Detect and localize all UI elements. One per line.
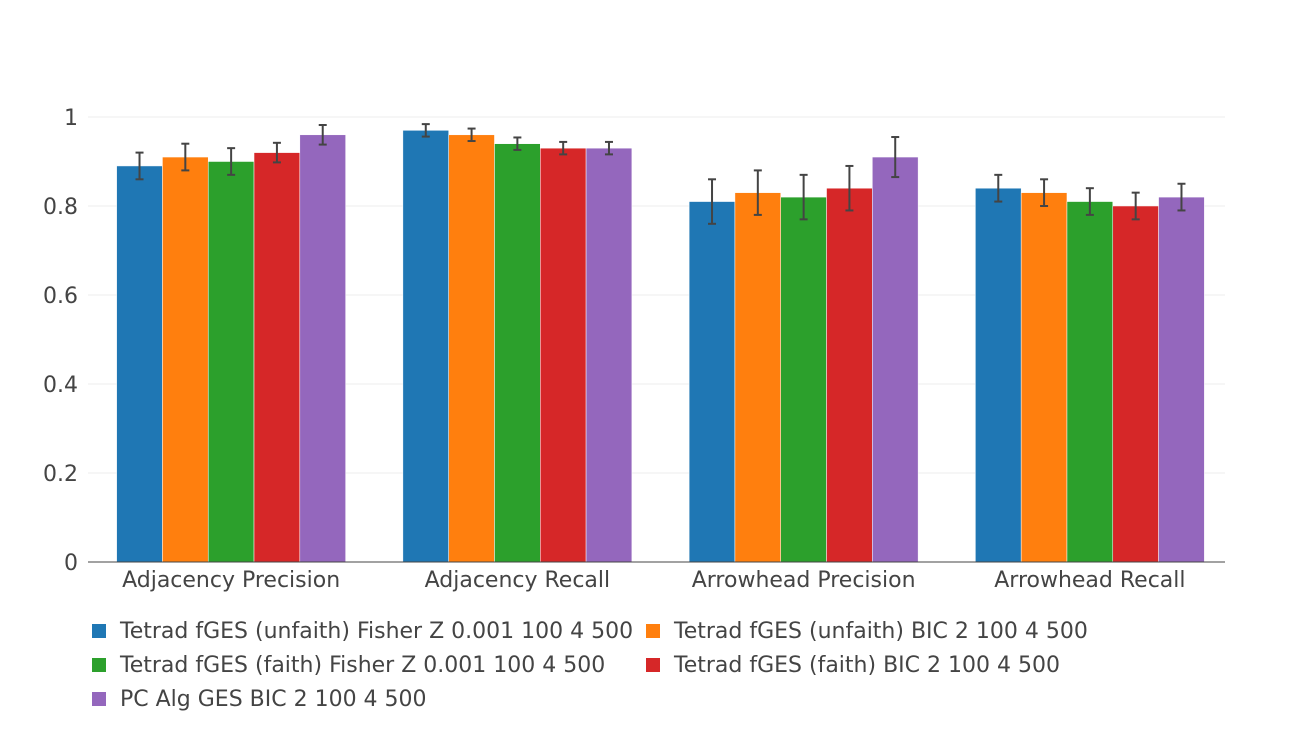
bar <box>253 152 301 563</box>
x-tick-label: Arrowhead Precision <box>692 568 916 593</box>
axes: 0 0.2 0.4 0.6 0.8 1 Adjacency Precision Adjacen… <box>43 106 1225 593</box>
bar <box>975 187 1022 563</box>
legend-swatch <box>646 658 660 672</box>
legend-swatch <box>92 658 106 672</box>
bar <box>448 134 495 563</box>
legend-label: Tetrad fGES (unfaith) BIC 2 100 4 500 <box>674 618 1088 644</box>
x-tick-label: Arrowhead Recall <box>994 568 1185 593</box>
bar <box>540 147 587 563</box>
legend-swatch <box>646 624 660 638</box>
y-tick-label: 1 <box>64 106 78 131</box>
error-bars <box>135 123 1186 225</box>
legend-item[interactable]: Tetrad fGES (faith) Fisher Z 0.001 100 4… <box>92 650 646 680</box>
bar <box>1066 201 1114 563</box>
y-tick-label: 0.8 <box>43 195 78 220</box>
legend-label: Tetrad fGES (faith) Fisher Z 0.001 100 4… <box>120 652 606 678</box>
x-tick-label: Adjacency Precision <box>122 568 340 593</box>
legend-item[interactable]: PC Alg GES BIC 2 100 4 500 <box>92 684 646 714</box>
bar <box>1020 192 1068 563</box>
bar <box>207 161 255 563</box>
legend-item[interactable]: Tetrad fGES (faith) BIC 2 100 4 500 <box>646 650 1166 680</box>
legend-item[interactable]: Tetrad fGES (unfaith) Fisher Z 0.001 100… <box>92 616 646 646</box>
bar <box>116 165 163 563</box>
bars <box>116 130 1205 563</box>
legend-label: Tetrad fGES (unfaith) Fisher Z 0.001 100… <box>120 618 634 644</box>
bar <box>402 130 449 563</box>
bar <box>826 187 873 563</box>
bar <box>494 143 541 563</box>
bar <box>1112 205 1159 563</box>
legend-item[interactable]: Tetrad fGES (unfaith) BIC 2 100 4 500 <box>646 616 1166 646</box>
x-tick-label: Adjacency Recall <box>425 568 611 593</box>
y-tick-label: 0.6 <box>43 284 78 309</box>
bar <box>780 196 827 563</box>
legend-swatch <box>92 624 106 638</box>
legend: Tetrad fGES (unfaith) Fisher Z 0.001 100… <box>92 616 1192 714</box>
y-tick-label: 0.4 <box>43 373 78 398</box>
legend-label: PC Alg GES BIC 2 100 4 500 <box>120 686 427 712</box>
bar <box>872 156 919 563</box>
bar <box>162 156 209 563</box>
bar <box>585 147 633 563</box>
y-tick-label: 0 <box>64 551 78 576</box>
legend-swatch <box>92 692 106 706</box>
bar <box>688 201 736 563</box>
bar <box>734 192 781 563</box>
y-tick-label: 0.2 <box>43 462 78 487</box>
bar <box>299 134 346 563</box>
bar <box>1158 196 1205 563</box>
legend-label: Tetrad fGES (faith) BIC 2 100 4 500 <box>674 652 1060 678</box>
